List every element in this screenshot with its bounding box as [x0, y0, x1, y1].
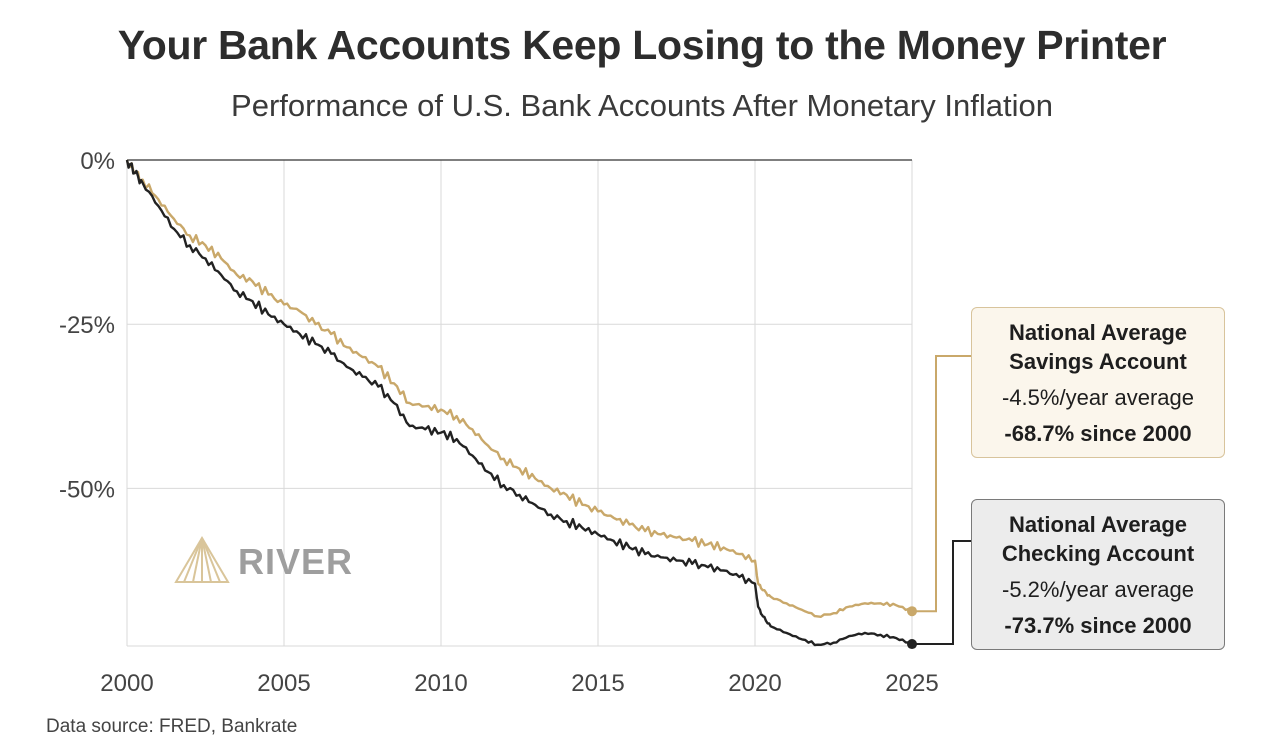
x-tick-label: 2015 — [571, 670, 624, 697]
chart-title: Your Bank Accounts Keep Losing to the Mo… — [117, 22, 1167, 68]
logo-text: RIVER — [238, 541, 353, 582]
checking-callout: National Average Checking Account -5.2%/… — [971, 499, 1225, 650]
y-tick-label: -25% — [59, 312, 115, 339]
chart-grid — [126, 159, 913, 647]
savings-since: -68.7% since 2000 — [1004, 421, 1192, 446]
savings-name-line1: National Average — [1008, 320, 1188, 345]
checking-name-line2: Checking Account — [1001, 541, 1195, 566]
checking-rate: -5.2%/year average — [1002, 577, 1194, 602]
y-tick-label: -50% — [59, 476, 115, 503]
y-tick-label: 0% — [80, 148, 115, 175]
axis-ticks: 2000 2005 2010 2015 2020 2025 0% -25% -50% — [59, 148, 939, 697]
checking-connector — [912, 540, 971, 646]
x-tick-label: 2010 — [414, 670, 467, 697]
savings-callout-name: National Average Savings Account — [972, 318, 1224, 376]
chart-subtitle: Performance of U.S. Bank Accounts After … — [231, 88, 1053, 123]
savings-name-line2: Savings Account — [1009, 349, 1187, 374]
river-watermark: RIVER — [174, 536, 353, 583]
savings-rate: -4.5%/year average — [1002, 385, 1194, 410]
checking-since: -73.7% since 2000 — [1004, 613, 1192, 638]
checking-callout-name: National Average Checking Account — [972, 510, 1224, 568]
savings-line — [125, 159, 913, 618]
checking-name-line1: National Average — [1008, 512, 1188, 537]
x-tick-label: 2000 — [100, 670, 153, 697]
x-tick-label: 2020 — [728, 670, 781, 697]
x-tick-label: 2025 — [885, 670, 938, 697]
river-logo-icon — [174, 536, 230, 583]
data-source: Data source: FRED, Bankrate — [46, 716, 298, 737]
callout-connectors — [912, 355, 971, 646]
savings-callout: National Average Savings Account -4.5%/y… — [971, 307, 1225, 458]
checking-line — [125, 159, 913, 647]
savings-connector — [912, 355, 971, 613]
x-tick-label: 2005 — [257, 670, 310, 697]
